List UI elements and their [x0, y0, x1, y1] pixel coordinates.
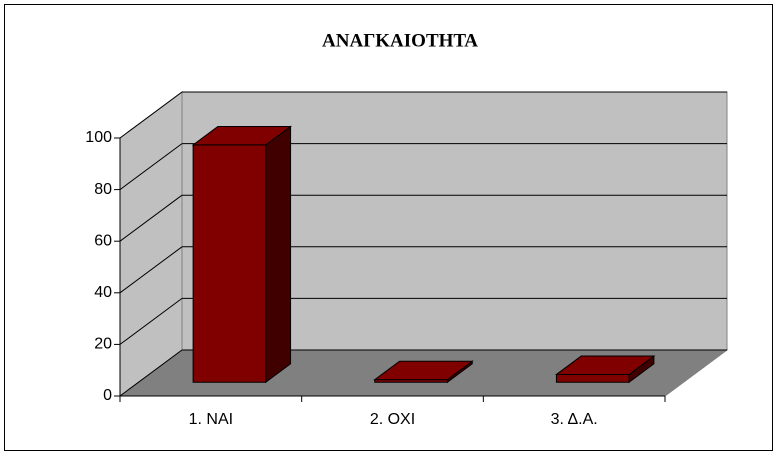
x-tick-label: 2. ΟΧΙ — [370, 411, 415, 428]
y-tick-label: 60 — [94, 232, 112, 249]
bar — [373, 360, 474, 384]
bar-top — [373, 360, 474, 381]
y-tick-label: 20 — [94, 336, 112, 353]
x-tick-label: 1. ΝΑΙ — [189, 411, 233, 428]
y-tick-label: 80 — [94, 181, 112, 198]
chart-title: ΑΝΑΓΚΑΙΟΤΗΤΑ — [322, 30, 478, 51]
bar-front — [555, 373, 630, 383]
bar — [554, 355, 656, 384]
bar-top — [191, 125, 293, 146]
bar — [191, 125, 293, 384]
side-wall — [119, 91, 183, 397]
grid-line — [119, 194, 183, 242]
grid-line — [119, 246, 183, 294]
y-tick-label: 100 — [85, 129, 112, 146]
x-tick-label: 3. Δ.Α. — [551, 411, 598, 428]
bar-front — [192, 144, 267, 383]
bar-top — [554, 355, 656, 375]
grid-line — [119, 297, 183, 345]
y-tick-label: 0 — [103, 387, 112, 404]
grid-line — [119, 143, 183, 191]
grid-line — [119, 91, 183, 139]
bar-side — [265, 125, 292, 384]
y-tick-label: 40 — [94, 284, 112, 301]
grid-line — [119, 349, 183, 397]
